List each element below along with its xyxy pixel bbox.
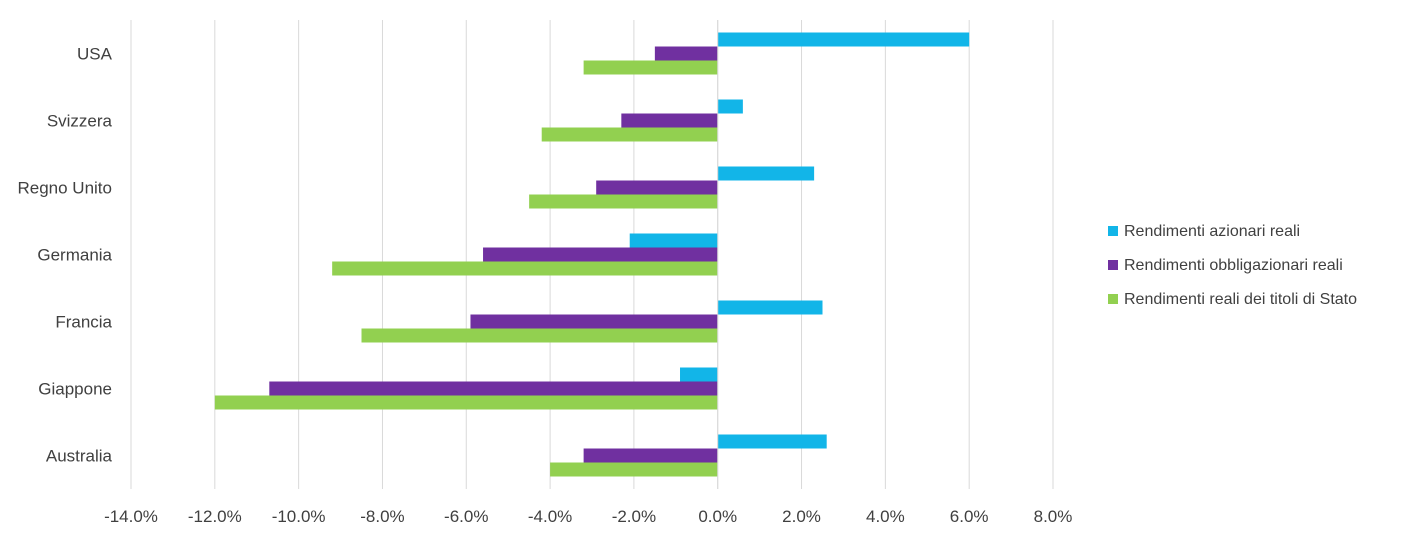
x-tick-label: -6.0%: [444, 507, 488, 526]
category-labels: USA Svizzera Regno Unito Germania Francia Gia…: [17, 45, 112, 466]
category-label: USA: [77, 45, 113, 64]
x-tick-label: 4.0%: [866, 507, 905, 526]
bars: [214, 32, 970, 477]
bar-regno-unito-series-1: [717, 166, 815, 181]
category-label: Germania: [37, 246, 112, 265]
x-tick-label: -14.0%: [104, 507, 158, 526]
category-label: Giappone: [38, 380, 112, 399]
legend-label: Rendimenti obbligazionari reali: [1124, 257, 1343, 274]
bar-usa-series-3: [583, 60, 718, 75]
category-label: Regno Unito: [17, 179, 112, 198]
x-tick-label: -8.0%: [360, 507, 404, 526]
x-tick-label: 0.0%: [698, 507, 737, 526]
category-label: Australia: [46, 447, 113, 466]
legend-swatch: [1108, 260, 1118, 270]
bar-usa-series-2: [654, 46, 718, 61]
bar-francia-series-3: [361, 328, 718, 343]
bar-australia-series-3: [550, 462, 718, 477]
bar-regno-unito-series-3: [529, 194, 718, 209]
x-tick-label: 8.0%: [1034, 507, 1073, 526]
legend-swatch: [1108, 226, 1118, 236]
x-tick-label: -12.0%: [188, 507, 242, 526]
bar-giappone-series-2: [269, 381, 718, 396]
x-tick-label: -4.0%: [528, 507, 572, 526]
legend-label: Rendimenti reali dei titoli di Stato: [1124, 291, 1357, 308]
bar-svizzera-series-2: [621, 113, 718, 128]
legend: Rendimenti azionari reali Rendimenti obbl…: [1108, 223, 1357, 308]
x-tick-label: -2.0%: [612, 507, 656, 526]
x-tick-label: 6.0%: [950, 507, 989, 526]
bar-giappone-series-1: [680, 367, 718, 382]
x-tick-labels: -14.0% -12.0% -10.0% -8.0% -6.0% -4.0% -2.0% 0.…: [104, 507, 1072, 526]
x-tick-label: 2.0%: [782, 507, 821, 526]
bar-germania-series-3: [332, 261, 718, 276]
bar-australia-series-1: [717, 434, 827, 449]
category-label: Francia: [55, 313, 112, 332]
bar-germania-series-1: [629, 233, 718, 248]
bar-francia-series-2: [470, 314, 718, 329]
bar-francia-series-1: [717, 300, 823, 315]
bar-australia-series-2: [583, 448, 718, 463]
bar-svizzera-series-1: [717, 99, 743, 114]
bar-usa-series-1: [717, 32, 970, 47]
bar-regno-unito-series-2: [596, 180, 718, 195]
legend-swatch: [1108, 294, 1118, 304]
bar-germania-series-2: [483, 247, 718, 262]
bar-svizzera-series-3: [541, 127, 718, 142]
bar-giappone-series-3: [214, 395, 718, 410]
category-label: Svizzera: [47, 112, 113, 131]
legend-label: Rendimenti azionari reali: [1124, 223, 1300, 240]
x-tick-label: -10.0%: [272, 507, 326, 526]
